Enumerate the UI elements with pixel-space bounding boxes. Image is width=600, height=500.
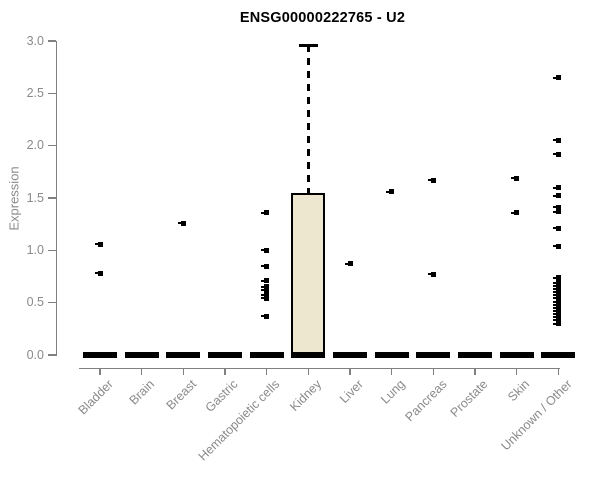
median-bar [166, 352, 201, 358]
y-tick-mark [48, 40, 56, 42]
x-category-label: Breast [163, 377, 200, 413]
median-bar [416, 352, 451, 358]
outlier-point [552, 275, 561, 281]
outlier-point [552, 302, 561, 308]
x-tick-mark [307, 368, 310, 375]
y-tick-label: 2.0 [26, 138, 44, 153]
outlier-point [552, 286, 561, 292]
y-axis-line [55, 41, 57, 356]
median-bar [333, 352, 368, 358]
x-category-label: Bladder [75, 377, 116, 418]
x-category-label: Prostate [448, 377, 491, 420]
outlier-point [386, 189, 395, 195]
x-tick-mark [99, 368, 101, 375]
x-tick-mark [224, 368, 226, 375]
outlier-point [427, 271, 436, 277]
x-category-label: Gastric [203, 377, 241, 415]
outlier-point [552, 137, 561, 143]
x-axis-line [79, 367, 560, 369]
x-tick-mark [140, 368, 143, 375]
x-tick-mark [474, 368, 476, 375]
x-tick-mark [390, 368, 393, 375]
x-category-label: Lung [378, 377, 408, 407]
whisker-line [306, 45, 310, 193]
x-category-label: Brain [127, 377, 158, 408]
median-bar [249, 352, 284, 358]
outlier-point [552, 321, 561, 327]
outlier-point [94, 241, 103, 247]
x-tick-mark [182, 368, 185, 375]
outlier-point [552, 289, 561, 295]
outlier-point [552, 193, 561, 199]
x-category-label: Liver [336, 377, 366, 407]
median-bar [458, 352, 493, 358]
outlier-point [261, 287, 270, 293]
chart-title: ENSG00000222765 - U2 [239, 10, 406, 26]
outlier-point [552, 311, 561, 317]
outlier-point [552, 305, 561, 311]
x-tick-mark [432, 368, 435, 375]
outlier-point [261, 210, 270, 216]
outlier-point [261, 295, 270, 301]
box-iqr [291, 192, 326, 355]
x-category-label: Hematopoietic cells [196, 377, 283, 464]
outlier-point [552, 299, 561, 305]
y-tick-mark [48, 144, 56, 147]
outlier-point [261, 313, 270, 319]
outlier-point [552, 75, 561, 81]
outlier-point [552, 243, 561, 249]
outlier-point [261, 292, 270, 298]
outlier-point [344, 261, 353, 267]
y-tick-label: 3.0 [26, 33, 44, 48]
y-tick-label: 1.0 [26, 242, 44, 257]
x-category-label: Skin [505, 377, 533, 405]
y-tick-label: 0.0 [26, 347, 44, 362]
outlier-point [552, 308, 561, 314]
y-tick-label: 0.5 [26, 295, 44, 310]
outlier-point [552, 314, 561, 320]
median-bar [291, 352, 326, 358]
outlier-point [552, 225, 561, 231]
outlier-point [552, 292, 561, 298]
x-tick-mark [349, 368, 351, 375]
outlier-point [552, 280, 561, 286]
outlier-point [261, 247, 270, 253]
outlier-point [261, 263, 270, 269]
outlier-point [261, 278, 270, 284]
outlier-point [552, 295, 561, 301]
y-tick-mark [48, 301, 56, 304]
median-bar [83, 352, 117, 358]
outlier-point [552, 185, 561, 191]
outlier-point [552, 204, 561, 210]
y-tick-mark [48, 249, 56, 252]
y-tick-label: 1.5 [26, 190, 44, 205]
median-bar [541, 352, 576, 358]
outlier-point [511, 210, 520, 216]
outlier-point [177, 220, 186, 226]
outlier-point [427, 177, 436, 183]
outlier-point [261, 284, 270, 290]
y-tick-mark [48, 197, 56, 199]
outlier-point [552, 283, 561, 289]
median-bar [374, 352, 409, 358]
outlier-point [552, 317, 561, 323]
outlier-point [94, 270, 103, 276]
median-bar [208, 352, 242, 358]
x-tick-mark [557, 368, 560, 375]
x-category-label: Pancreas [402, 377, 450, 425]
median-bar [499, 352, 534, 358]
x-category-label: Kidney [287, 377, 325, 414]
whisker-cap [298, 43, 318, 47]
outlier-point [552, 209, 561, 215]
x-tick-mark [265, 368, 268, 375]
y-tick-mark [48, 354, 56, 356]
x-tick-mark [515, 368, 518, 375]
y-tick-mark [48, 92, 56, 95]
outlier-point [552, 151, 561, 157]
outlier-point [511, 175, 520, 181]
median-bar [124, 352, 159, 358]
y-tick-label: 2.5 [26, 85, 44, 100]
